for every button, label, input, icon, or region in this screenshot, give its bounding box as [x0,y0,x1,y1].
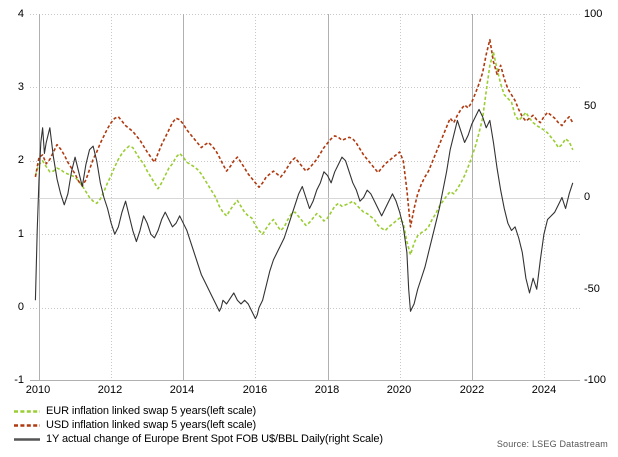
legend-item-eur: EUR inflation linked swap 5 years(left s… [14,405,434,418]
x-axis-tick-2022: 2022 [459,384,485,396]
left-axis-tick-1: 1 [17,228,24,240]
right-axis-tick-0: 0 [584,191,591,203]
source-caption: Source: LSEG Datastream [496,439,608,449]
left-axis-tick-2: 2 [17,154,24,166]
legend-swatch-usd [14,420,40,431]
legend-item-usd: USD inflation linked swap 5 years(left s… [14,419,434,432]
right-axis-tick-neg50: -50 [584,283,600,295]
legend-swatch-eur [14,406,40,417]
left-axis-tick-neg1: -1 [14,374,24,386]
left-axis-tick-0: 0 [17,301,24,313]
x-axis-tick-2010: 2010 [25,384,51,396]
plot-area [30,14,580,381]
plot-svg [30,14,580,381]
x-axis-tick-2024: 2024 [531,384,557,396]
left-axis-tick-3: 3 [17,81,24,93]
legend-item-brent: 1Y actual change of Europe Brent Spot FO… [14,433,434,446]
right-axis-tick-neg100: -100 [584,374,607,386]
x-axis-tick-2018: 2018 [314,384,340,396]
x-axis-tick-2020: 2020 [386,384,412,396]
legend-label-usd: USD inflation linked swap 5 years(left s… [46,419,257,431]
legend-swatch-brent [14,434,40,445]
chart-legend: EUR inflation linked swap 5 years(left s… [14,405,434,447]
legend-label-brent: 1Y actual change of Europe Brent Spot FO… [46,433,383,445]
left-axis-tick-4: 4 [17,8,24,20]
x-axis-tick-2012: 2012 [97,384,123,396]
x-axis-tick-2014: 2014 [169,384,195,396]
right-axis-tick-50: 50 [584,100,597,112]
right-axis-tick-100: 100 [584,8,603,20]
legend-label-eur: EUR inflation linked swap 5 years(left s… [46,405,257,417]
x-axis-tick-2016: 2016 [242,384,268,396]
